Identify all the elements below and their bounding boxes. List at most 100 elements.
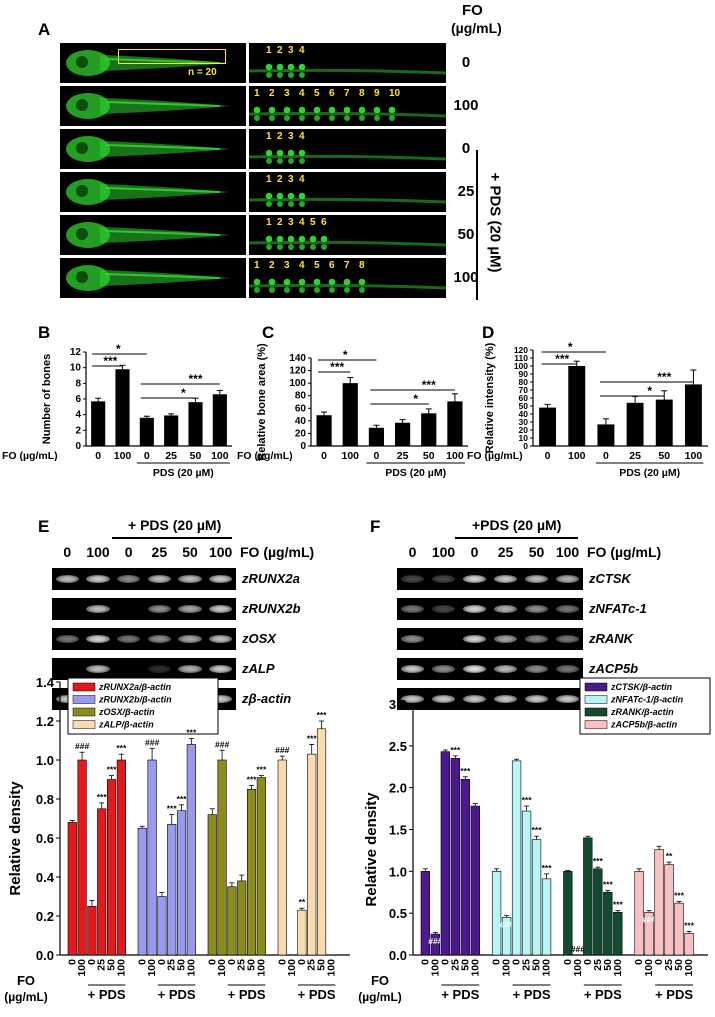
significance-mark: *** — [167, 804, 178, 814]
bar — [450, 758, 460, 956]
bar — [106, 779, 117, 956]
gel-band — [209, 635, 233, 643]
gel-pds-header: +PDS (20 µM) — [472, 517, 562, 533]
y-tick-label: 6 — [75, 394, 81, 405]
bar — [430, 933, 440, 956]
x-tick-label: 25 — [166, 959, 178, 971]
gel-band — [493, 575, 518, 583]
x-tick-label: 100 — [685, 450, 703, 462]
fo-unit-header: (µg/mL) — [451, 20, 502, 36]
bar — [655, 399, 673, 446]
y-axis-title: Relative bone area (%) — [256, 343, 268, 461]
fish-row: 1 2 3 4 5 6 7 8 9 10 — [60, 86, 446, 126]
x-tick-label: 25 — [397, 450, 409, 462]
y-tick-label: 2.5 — [389, 739, 407, 754]
gel-dose-label: 0 — [408, 544, 417, 560]
gel-dose-label: 100 — [555, 544, 580, 560]
significance-mark: *** — [116, 743, 127, 753]
bar — [137, 827, 147, 956]
y-tick-label: 100 — [289, 378, 306, 389]
fish-whole-image — [60, 129, 246, 169]
bar — [77, 759, 87, 956]
vertebra-number: 3 — [288, 217, 294, 228]
gel-band — [462, 635, 487, 643]
significance-mark: *** — [532, 825, 543, 835]
gel-band — [524, 605, 549, 613]
gel-band — [524, 635, 549, 643]
vertebra-number: 5 — [310, 217, 316, 228]
x-tick-label: 50 — [658, 450, 670, 462]
bar — [246, 788, 257, 956]
vertebra-number: 1 — [254, 260, 260, 271]
gel-band — [400, 575, 425, 583]
legend-entry: zRUNX2b/β-actin — [98, 695, 172, 705]
significance-mark: *** — [603, 880, 614, 890]
gel-pds-header: + PDS (20 µM) — [128, 517, 222, 533]
vertebra-number: 1 — [266, 45, 272, 56]
significance-mark: *** — [593, 856, 604, 866]
significance-mark: *** — [684, 921, 695, 931]
significance-mark: ### — [275, 745, 289, 755]
y-tick-label: 80 — [519, 377, 529, 387]
x-tick-label: 0 — [373, 450, 379, 462]
y-tick-label: 0.0 — [389, 948, 407, 963]
bar — [539, 407, 557, 446]
chart-osteoclast-relative-density: 0.0 0.5 1.0 1.5 2.0 2.5 3.0 Relative density zCT… — [358, 677, 711, 1004]
bar — [297, 909, 307, 956]
sample-size-label: n = 20 — [188, 67, 217, 78]
x-tick-label: 100 — [429, 959, 441, 977]
vertebra-number: 2 — [277, 45, 283, 56]
y-tick-label: 0 — [300, 441, 306, 452]
fish-whole-image — [60, 172, 246, 212]
vertebra-number: 6 — [329, 260, 335, 271]
bar — [491, 871, 502, 956]
panel-b-label: B — [38, 323, 51, 342]
x-tick-label: 100 — [76, 959, 88, 977]
x-tick-label: 0 — [66, 959, 78, 965]
y-tick-label: 3.0 — [389, 697, 407, 712]
gel-row — [397, 598, 583, 620]
y-tick-label: 0.0 — [36, 948, 54, 963]
x-tick-label: 25 — [306, 959, 318, 971]
gel-row — [52, 568, 236, 590]
bar — [91, 401, 106, 446]
gene-label: zNFATc-1 — [589, 601, 647, 616]
image-divider — [246, 129, 249, 169]
gel-band — [524, 575, 549, 583]
bar — [115, 369, 130, 446]
gel-band — [462, 665, 487, 673]
vertebra-number: 4 — [299, 174, 305, 185]
gel-band — [524, 695, 549, 703]
panel-d-label: D — [482, 323, 495, 342]
gel-dose-label: 100 — [431, 544, 456, 560]
gel-fo-unit-label: FO (µg/mL) — [240, 544, 315, 560]
gel-row — [52, 628, 236, 650]
x-tick-label: 0 — [439, 959, 451, 965]
vertebra-number: 10 — [389, 88, 401, 99]
bar — [217, 759, 227, 956]
legend: zRUNX2a/β-actin zRUNX2b/β-actin zOSX/β-act… — [67, 677, 219, 735]
fish-zoom-image: 1 2 3 4 5 6 7 8 9 10 — [249, 86, 446, 126]
gel-band — [55, 575, 79, 583]
x-tick-label: 25 — [96, 959, 108, 971]
x-tick-label: 100 — [255, 959, 267, 977]
bar — [460, 779, 470, 956]
panel-f-label: F — [370, 517, 381, 536]
fo-axis-label: FO (µg/mL) — [237, 450, 293, 462]
significance-mark: ### — [75, 741, 89, 751]
legend-entry: zRUNX2a/β-actin — [98, 682, 172, 692]
legend-swatch — [584, 720, 608, 729]
y-tick-label: 0.5 — [389, 906, 407, 921]
legend: zCTSK/β-actin zNFATc-1/β-actin zRANK/β-act… — [579, 677, 711, 735]
y-tick-label: 100 — [514, 361, 528, 371]
y-tick-label: 80 — [295, 391, 307, 402]
gel-band — [147, 665, 171, 673]
x-tick-label: 100 — [568, 450, 586, 462]
pds-group-label: + PDS — [88, 987, 126, 1002]
gel-dose-label: 0 — [63, 544, 72, 560]
significance-mark: *** — [97, 792, 108, 802]
y-tick-label: 20 — [519, 425, 529, 435]
fo-dose-label: 0 — [461, 54, 471, 71]
gel-band — [431, 605, 456, 613]
